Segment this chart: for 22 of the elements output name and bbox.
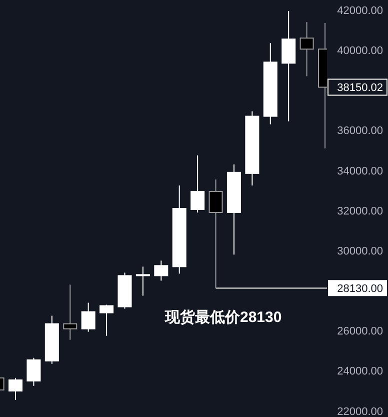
candlestick <box>208 178 223 289</box>
candlestick <box>100 304 114 336</box>
y-tick-label: 24000.00 <box>337 366 383 378</box>
candlestick <box>26 357 41 386</box>
y-tick-label: 36000.00 <box>337 125 383 138</box>
annotation: 现货最低价28130 <box>164 309 282 326</box>
ref-line-label: 28130.00 <box>337 282 383 295</box>
y-tick-label: 30000.00 <box>337 245 383 258</box>
y-tick-label: 32000.00 <box>337 205 383 218</box>
candlestick <box>300 22 314 77</box>
y-tick-label: 22000.00 <box>337 406 383 417</box>
candlestick <box>63 284 78 340</box>
candlestick <box>154 260 168 282</box>
candlestick <box>136 266 150 296</box>
candlestick <box>8 377 23 400</box>
y-tick-label: 40000.00 <box>337 44 383 57</box>
candlestick <box>190 154 205 214</box>
y-tick-label: 34000.00 <box>337 165 383 178</box>
y-tick-label: 42000.00 <box>337 4 383 17</box>
y-tick-label: 26000.00 <box>337 326 383 338</box>
candlestick <box>81 302 96 332</box>
text: 38150.02 <box>337 82 383 94</box>
